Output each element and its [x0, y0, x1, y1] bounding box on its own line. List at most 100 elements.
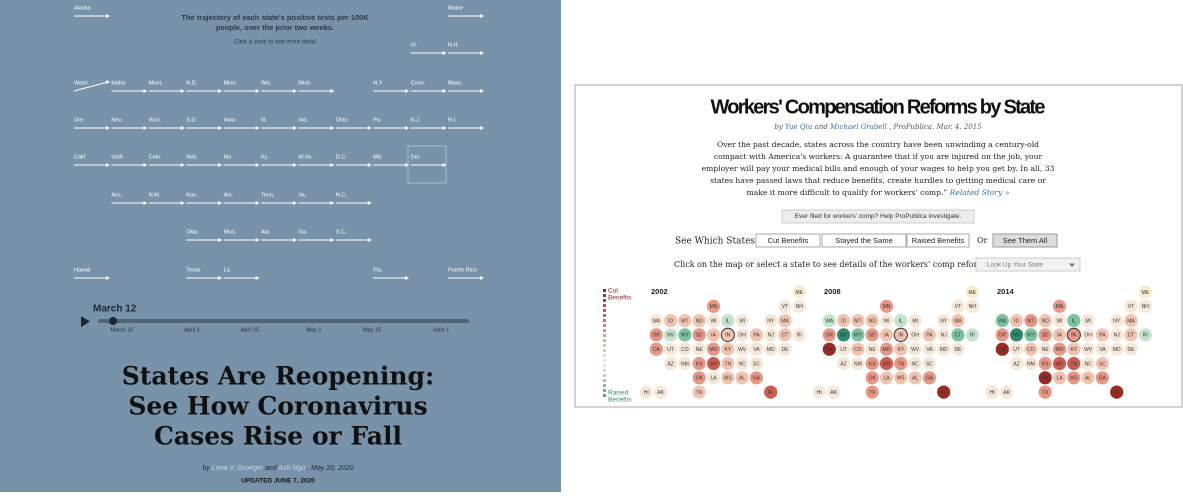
state-abbr[interactable]: NH	[1142, 304, 1150, 310]
state-tile[interactable]	[865, 356, 879, 371]
state-tile[interactable]	[922, 328, 937, 342]
state-abbr[interactable]: MO	[1055, 347, 1063, 353]
state-tile[interactable]	[879, 371, 894, 385]
state-abbr[interactable]: IL	[726, 318, 730, 324]
state-tile[interactable]	[1095, 371, 1109, 385]
state-tile[interactable]	[764, 314, 778, 328]
state-label[interactable]: Idaho	[111, 80, 125, 86]
state-label[interactable]: Ariz.	[111, 192, 122, 198]
state-tile[interactable]	[1038, 385, 1052, 399]
state-tile[interactable]	[1095, 328, 1109, 342]
state-tile[interactable]	[764, 342, 778, 356]
state-tile[interactable]	[1038, 328, 1052, 342]
state-tile[interactable]	[1010, 356, 1024, 371]
state-tile[interactable]	[1067, 371, 1081, 385]
state-abbr[interactable]: MT	[1027, 318, 1034, 324]
state-tile[interactable]	[678, 356, 692, 371]
state-abbr[interactable]: FL	[768, 390, 774, 396]
state-abbr[interactable]: TN	[1070, 361, 1077, 367]
state-tile[interactable]	[735, 342, 749, 356]
state-tile[interactable]	[851, 328, 865, 342]
state-label[interactable]: Del.	[411, 154, 421, 160]
state-abbr[interactable]: IL	[899, 318, 903, 324]
state-label[interactable]: Iowa	[224, 117, 237, 123]
state-abbr[interactable]: AR	[1056, 361, 1063, 367]
state-tile[interactable]	[937, 342, 951, 356]
state-abbr[interactable]: NV	[667, 333, 675, 339]
state-abbr[interactable]: OH	[738, 333, 746, 339]
state-tile[interactable]	[749, 328, 764, 342]
state-abbr[interactable]: DE	[955, 347, 963, 353]
state-tile[interactable]	[951, 328, 965, 342]
state-abbr[interactable]: AL	[912, 376, 918, 382]
state-abbr[interactable]: GA	[926, 376, 934, 382]
state-abbr[interactable]: WA	[825, 318, 834, 324]
state-label[interactable]: Alaska	[74, 5, 91, 11]
state-abbr[interactable]: WI	[883, 318, 889, 324]
state-label[interactable]: S.D.	[186, 117, 197, 123]
author-link[interactable]: Lena V. Groeger	[212, 465, 264, 472]
state-tile[interactable]	[692, 342, 706, 356]
state-tile[interactable]	[692, 314, 706, 328]
state-label[interactable]: Va.	[298, 192, 306, 198]
state-abbr[interactable]: IA	[711, 333, 716, 339]
state-abbr[interactable]: RI	[797, 333, 802, 339]
state-abbr[interactable]: VT	[955, 304, 961, 310]
state-label[interactable]: Calif.	[74, 154, 87, 160]
see-all-label[interactable]: See Them All	[1003, 236, 1048, 245]
state-abbr[interactable]: TN	[897, 361, 904, 367]
state-tile[interactable]	[792, 299, 806, 313]
state-abbr[interactable]: IA	[884, 333, 889, 339]
state-label[interactable]: N.Y.	[373, 80, 383, 86]
state-abbr[interactable]: NE	[696, 347, 704, 353]
state-tile[interactable]	[908, 328, 922, 342]
state-abbr[interactable]: AK	[657, 390, 664, 396]
state-label[interactable]: Hawaii	[74, 267, 91, 273]
state-abbr[interactable]: NE	[869, 347, 877, 353]
state-label[interactable]: Mass.	[448, 80, 463, 86]
state-abbr[interactable]: AZ	[840, 361, 846, 367]
state-tile[interactable]	[639, 385, 653, 399]
state-abbr[interactable]: KY	[897, 347, 904, 353]
state-tile[interactable]	[1138, 299, 1152, 313]
state-tile[interactable]	[735, 371, 749, 385]
state-tile[interactable]	[721, 371, 735, 385]
state-tile[interactable]	[735, 314, 749, 328]
state-tile[interactable]	[1095, 342, 1109, 356]
state-label[interactable]: Wash.	[74, 80, 90, 86]
state-tile[interactable]	[1038, 371, 1052, 385]
state-abbr[interactable]: NH	[969, 304, 977, 310]
state-label[interactable]: Miss.	[224, 229, 237, 235]
state-abbr[interactable]: OK	[696, 376, 704, 382]
state-tile[interactable]	[812, 385, 826, 399]
state-tile[interactable]	[735, 328, 749, 342]
state-tile[interactable]	[894, 342, 908, 356]
state-label[interactable]: N.D.	[186, 80, 197, 86]
state-abbr[interactable]: OH	[1084, 333, 1092, 339]
state-abbr[interactable]: TX	[869, 390, 876, 396]
state-abbr[interactable]: NV	[1013, 333, 1021, 339]
state-abbr[interactable]: ID	[668, 318, 673, 324]
state-label[interactable]: Neb.	[186, 154, 198, 160]
state-abbr[interactable]: KY	[1070, 347, 1077, 353]
state-abbr[interactable]: WV	[738, 347, 747, 353]
state-abbr[interactable]: FL	[1114, 390, 1120, 396]
state-abbr[interactable]: ME	[969, 290, 977, 296]
state-label[interactable]: Mont.	[149, 80, 163, 86]
state-tile[interactable]	[908, 342, 922, 356]
author-link[interactable]: Michael Grabell	[829, 123, 887, 131]
state-abbr[interactable]: OR	[999, 333, 1007, 339]
state-abbr[interactable]: CT	[955, 333, 962, 339]
state-tile[interactable]	[1038, 356, 1052, 371]
state-abbr[interactable]: NM	[681, 361, 689, 367]
state-tile[interactable]	[1052, 299, 1067, 313]
state-label[interactable]: Wyo.	[149, 117, 162, 123]
state-tile[interactable]	[995, 342, 1009, 356]
state-abbr[interactable]: UT	[667, 347, 674, 353]
state-tile[interactable]	[999, 385, 1014, 399]
state-abbr[interactable]: NC	[738, 361, 746, 367]
state-tile[interactable]	[706, 356, 721, 371]
state-tile[interactable]	[922, 371, 937, 385]
state-abbr[interactable]: OH	[911, 333, 919, 339]
state-abbr[interactable]: GA	[753, 376, 761, 382]
